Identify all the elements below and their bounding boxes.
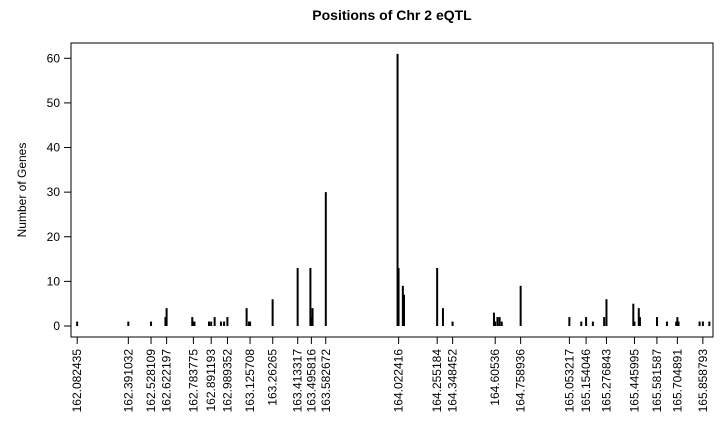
x-tick-label: 164.758936 <box>514 349 528 413</box>
y-tick-label: 20 <box>47 230 61 244</box>
x-tick-label: 162.783775 <box>186 349 200 413</box>
x-tick-label: 164.60536 <box>488 349 502 406</box>
y-axis-label: Number of Genes <box>15 143 29 238</box>
plot-frame <box>70 42 714 338</box>
x-tick-label: 164.022416 <box>392 349 406 413</box>
y-axis: 0 10 20 30 40 50 60 <box>47 51 72 333</box>
x-tick-label: 164.348452 <box>446 349 460 413</box>
y-tick-label: 30 <box>47 185 61 199</box>
x-tick-label: 163.495816 <box>304 349 318 413</box>
x-tick-label: 165.858793 <box>696 349 710 413</box>
x-tick-label: 162.082435 <box>70 349 84 413</box>
x-axis: 162.082435 162.391032 162.528109 162.622197… <box>70 336 710 413</box>
x-tick-label: 162.891193 <box>204 349 218 412</box>
x-tick-label: 165.053217 <box>562 349 576 413</box>
x-tick-label: 163.125708 <box>243 349 257 413</box>
x-tick-label: 163.413317 <box>291 349 305 413</box>
x-tick-label: 163.582672 <box>319 349 333 413</box>
x-tick-label: 165.704891 <box>670 349 684 413</box>
y-tick-label: 50 <box>47 96 61 110</box>
y-tick-label: 40 <box>47 141 61 155</box>
x-tick-label: 162.622197 <box>160 349 174 413</box>
x-tick-label: 163.26265 <box>266 349 280 406</box>
chart-title: Positions of Chr 2 eQTL <box>312 7 472 23</box>
y-tick-label: 0 <box>53 319 60 333</box>
x-tick-label: 162.528109 <box>144 349 158 413</box>
bars <box>76 53 711 326</box>
x-tick-label: 165.445995 <box>627 349 641 413</box>
x-tick-label: 162.391032 <box>121 349 135 413</box>
x-tick-label: 165.581587 <box>650 349 664 413</box>
x-tick-label: 165.154046 <box>579 349 593 413</box>
y-tick-label: 60 <box>47 51 61 65</box>
x-tick-label: 165.276843 <box>599 349 613 413</box>
x-tick-label: 164.255184 <box>430 349 444 413</box>
x-tick-label: 162.989352 <box>220 349 234 413</box>
y-tick-label: 10 <box>47 274 61 288</box>
